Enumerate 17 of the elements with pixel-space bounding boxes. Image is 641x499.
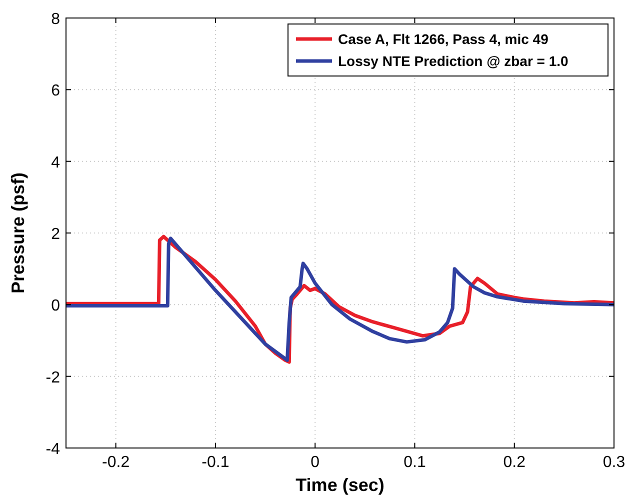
legend-label: Case A, Flt 1266, Pass 4, mic 49	[338, 31, 549, 47]
x-tick-label: 0.3	[602, 454, 626, 471]
x-tick-label: -0.1	[202, 454, 230, 471]
y-axis-title: Pressure (psf)	[8, 172, 28, 294]
x-tick-label: 0	[310, 454, 320, 471]
y-tick-label: 4	[51, 154, 60, 172]
y-tick-label: 8	[51, 11, 60, 28]
x-axis-title: Time (sec)	[296, 475, 384, 495]
y-tick-label: -2	[46, 369, 60, 386]
y-tick-label: -4	[46, 441, 60, 458]
y-tick-label: 2	[51, 226, 60, 243]
y-tick-label: 6	[51, 82, 60, 100]
x-tick-label: 0.2	[503, 454, 526, 471]
legend-label: Lossy NTE Prediction @ zbar = 1.0	[338, 53, 569, 69]
x-tick-label: 0.1	[404, 454, 426, 471]
x-tick-label: -0.2	[102, 454, 130, 471]
y-tick-label: 0	[51, 298, 60, 315]
